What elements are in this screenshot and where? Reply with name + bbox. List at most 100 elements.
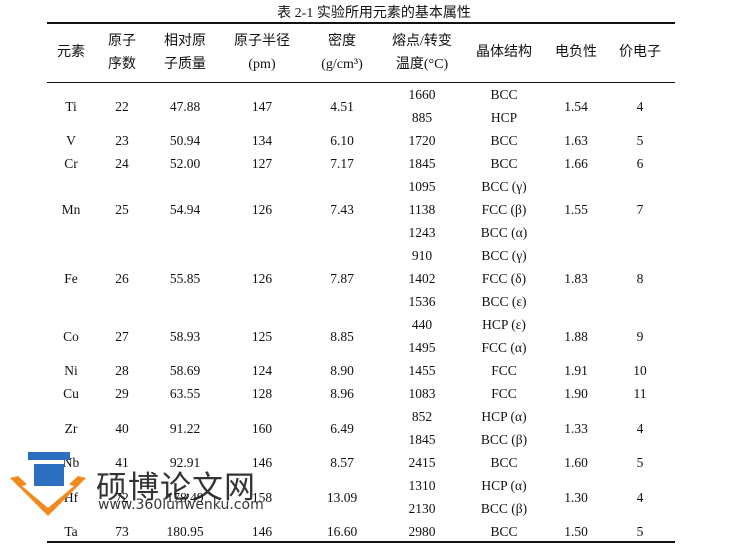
atomic-number: 24 [115, 156, 129, 171]
atomic-radius: 158 [251, 489, 273, 505]
crystal-structure: FCC [491, 363, 517, 378]
electronegativity: 1.91 [564, 363, 588, 378]
transition-temperature: 885 [411, 110, 433, 125]
valence-electrons: 4 [636, 489, 644, 505]
atomic-number: 27 [115, 328, 129, 344]
crystal-structure: BCC (ε) [481, 294, 527, 309]
atomic-mass: 91.22 [169, 420, 201, 436]
column-header-line: 相对原 [164, 34, 206, 49]
density: 4.51 [330, 98, 354, 114]
atomic-number: 29 [115, 386, 129, 401]
element-symbol: Fe [64, 271, 78, 286]
crystal-structure: HCP [490, 110, 518, 125]
atomic-mass: 55.85 [169, 271, 201, 286]
column-header-line: 子质量 [164, 57, 206, 72]
density: 7.87 [330, 271, 354, 286]
transition-temperature: 910 [411, 248, 433, 263]
electronegativity: 1.30 [564, 489, 588, 505]
transition-temperature: 1720 [408, 133, 436, 148]
crystal-structure: BCC [490, 156, 518, 171]
transition-temperature: 1536 [408, 294, 436, 309]
column-header-line: 密度 [328, 34, 356, 49]
density: 8.57 [330, 455, 354, 470]
atomic-mass: 54.94 [169, 202, 201, 217]
crystal-structure: FCC [491, 386, 517, 401]
crystal-structure: HCP (α) [481, 478, 527, 493]
transition-temperature: 1243 [408, 225, 436, 240]
density: 8.85 [330, 328, 354, 344]
watermark-logo-icon [10, 452, 86, 516]
atomic-radius: 128 [251, 386, 273, 401]
element-symbol: Cr [64, 156, 78, 171]
column-header-line: (pm) [248, 57, 276, 72]
transition-temperature: 440 [411, 317, 433, 332]
valence-electrons: 10 [633, 363, 647, 378]
column-header-line: (g/cm³) [321, 57, 363, 72]
crystal-structure: BCC (β) [480, 501, 528, 516]
electronegativity: 1.33 [564, 420, 588, 436]
atomic-number: 72 [115, 489, 129, 505]
valence-electrons: 7 [636, 202, 644, 217]
atomic-mass: 180.95 [166, 524, 204, 539]
valence-electrons: 4 [636, 420, 644, 436]
density: 16.60 [326, 524, 358, 539]
electronegativity: 1.66 [564, 156, 588, 171]
crystal-structure: BCC (γ) [481, 248, 527, 263]
transition-temperature: 1660 [408, 87, 436, 102]
element-symbol: Co [63, 328, 79, 344]
atomic-radius: 124 [251, 363, 273, 378]
column-header: 相对原 子质量 [150, 30, 220, 76]
atomic-number: 25 [115, 202, 129, 217]
column-header: 熔点/转变 温度(°C) [384, 30, 460, 76]
watermark-site-name: 硕博论文网 [96, 470, 256, 506]
atomic-mass: 178.49 [166, 489, 204, 505]
density: 7.43 [330, 202, 354, 217]
valence-electrons: 9 [636, 328, 644, 344]
transition-temperature: 1095 [408, 179, 436, 194]
atomic-mass: 50.94 [169, 133, 201, 148]
crystal-structure: HCP (ε) [482, 317, 526, 332]
element-symbol: Ti [65, 98, 77, 114]
density: 8.96 [330, 386, 354, 401]
atomic-mass: 52.00 [169, 156, 201, 171]
electronegativity: 1.54 [564, 98, 588, 114]
crystal-structure: BCC (γ) [481, 179, 527, 194]
column-header-line: 价电子 [619, 45, 661, 60]
electronegativity: 1.60 [564, 455, 588, 470]
column-header: 元素 [46, 41, 96, 64]
atomic-radius: 160 [251, 420, 273, 436]
crystal-structure: BCC [490, 455, 518, 470]
valence-electrons: 5 [636, 133, 644, 148]
density: 7.17 [330, 156, 354, 171]
transition-temperature: 2415 [408, 455, 436, 470]
atomic-radius: 147 [251, 98, 273, 114]
density: 8.90 [330, 363, 354, 378]
column-header: 原子半径 (pm) [222, 30, 302, 76]
transition-temperature: 2980 [408, 524, 436, 539]
atomic-radius: 134 [251, 133, 273, 148]
electronegativity: 1.63 [564, 133, 588, 148]
crystal-structure: HCP (α) [481, 409, 527, 424]
atomic-mass: 92.91 [169, 455, 201, 470]
table-top-rule [47, 22, 675, 24]
column-header: 晶体结构 [459, 41, 549, 64]
column-header: 原子 序数 [100, 30, 144, 76]
column-header-line: 序数 [108, 57, 136, 72]
atomic-mass: 47.88 [169, 98, 201, 114]
valence-electrons: 8 [636, 271, 644, 286]
atomic-mass: 63.55 [169, 386, 201, 401]
atomic-radius: 126 [251, 271, 273, 286]
column-header-line: 晶体结构 [476, 45, 532, 60]
atomic-number: 22 [115, 98, 129, 114]
element-symbol: Mn [61, 202, 81, 217]
density: 13.09 [326, 489, 358, 505]
atomic-number: 40 [115, 420, 129, 436]
crystal-structure: FCC (δ) [481, 271, 527, 286]
crystal-structure: BCC [490, 87, 518, 102]
crystal-structure: BCC (α) [480, 225, 528, 240]
column-header-line: 元素 [57, 45, 85, 60]
watermark-site-url: www.360lunwenku.com [98, 497, 264, 513]
transition-temperature: 1402 [408, 271, 436, 286]
atomic-number: 28 [115, 363, 129, 378]
transition-temperature: 1845 [408, 156, 436, 171]
